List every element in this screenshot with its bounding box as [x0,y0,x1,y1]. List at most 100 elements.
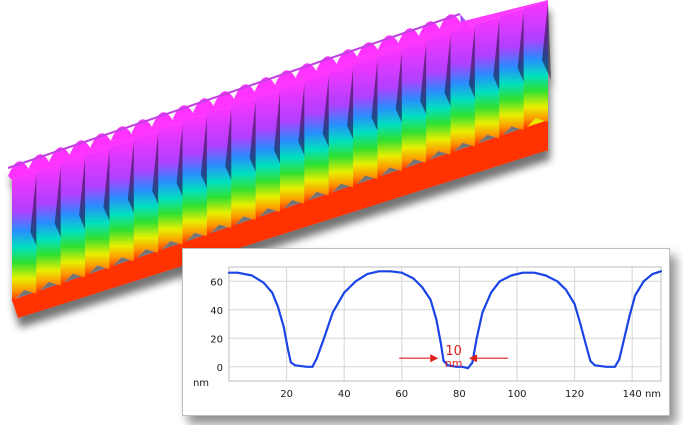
surface-ridge-flank [206,106,232,237]
profile-point [490,291,492,294]
profile-point [377,270,380,273]
surface-ridge-top [172,105,232,120]
profile-point [585,344,587,347]
profile-point [475,337,478,340]
surface-ridge-flank [133,130,159,262]
surface-groove [542,2,551,80]
surface-ridge-flank [377,49,402,180]
surface-base [12,120,548,318]
x-tick-label: 80 [453,389,466,400]
surface-ridge-top [336,40,427,64]
profile-point [429,298,432,301]
surface-ridge-flank [401,40,427,172]
y-tick-label: 40 [210,306,223,317]
profile-point [628,316,631,318]
surface-ridge-flank [109,139,134,270]
surface-ridge-top [192,98,256,113]
surface-ridge-top [377,24,475,50]
surface-ridge-flank [255,90,280,221]
profile-point [614,365,616,368]
surface-block [7,0,551,318]
profile-point [228,271,230,274]
surface-ridge-top [295,57,378,78]
profile-point [481,311,484,314]
profile-point [589,360,592,362]
y-axis-unit-label: nm [193,378,209,389]
profile-point [366,273,369,275]
profile-point [521,271,524,274]
profile-point [282,325,285,328]
profile-point [439,341,442,344]
surface-ridge-top [398,16,500,43]
surface-ridge-top [418,8,524,36]
surface-ridge-flank [158,122,183,253]
profile-point [412,277,415,280]
profile-point [251,274,253,277]
profile-point [618,358,621,361]
annotation-arrowhead-right [469,354,478,363]
profile-point [262,281,265,284]
surface-ridge-flank [450,24,475,155]
surface-ridge-top [316,49,402,71]
annotation-unit: nm [445,357,463,370]
profile-point [323,337,325,340]
profile-point [498,280,501,283]
profile-point [461,365,464,368]
profile-point [435,318,438,321]
profile-point [389,270,392,273]
annotation-value: 10 [445,344,462,359]
surface-ridge-top [234,81,305,99]
profile-point [573,303,576,305]
surface-ridge-top [254,73,329,92]
surface-ridge-flank [36,163,61,294]
profile-point [400,271,403,274]
x-tick-label: 20 [280,389,293,400]
surface-ridge-flank [280,81,305,213]
profile-point [277,306,279,308]
profile-point [565,288,567,291]
profile-point [290,361,292,364]
profile-point [642,280,645,283]
profile-point [343,291,346,294]
profile-point [605,365,608,368]
surface-ridge-flank [353,57,378,188]
profile-point [544,274,547,277]
x-tick-label: 40 [338,389,351,400]
y-tick-label: 20 [210,334,223,345]
x-tick-label: 140 [623,389,642,400]
surface-ridge-top [439,0,548,29]
profile-point [354,280,357,283]
profile-point [442,360,445,362]
surface-ridge-top [131,119,183,134]
profile-point [634,294,636,297]
surface-top-edge [7,13,461,169]
plot-frame [228,266,662,382]
surface-ridge-flank [231,98,256,229]
profile-point [287,348,289,351]
surface-ridge-flank [328,65,354,196]
profile-point [447,364,449,367]
profile-point [622,340,625,342]
surface-ridge-top [151,112,207,127]
profile-point [421,286,423,288]
x-tick-label: 60 [395,389,408,400]
x-tick-label: 120 [565,389,584,400]
profile-point [556,280,559,283]
annotation-arrowhead-left [430,354,439,363]
y-tick-label: 0 [217,363,223,374]
height-profile-panel: 20 40 60 80 100 120 140 0 20 40 60 nm nm 10 nm [182,248,670,416]
surface-ridge-top [213,90,280,106]
surface-ridge-flank [523,0,548,131]
surface-ridge-top [357,32,451,57]
surface-ridge-flank [474,16,500,147]
profile-line [227,270,663,370]
surface-ridge-flank [12,171,37,302]
profile-point [455,365,458,368]
surface-ridge-flank [182,114,207,245]
surface-ridge-flank [60,155,86,286]
profile-point [305,365,308,368]
profile-point [660,270,662,273]
